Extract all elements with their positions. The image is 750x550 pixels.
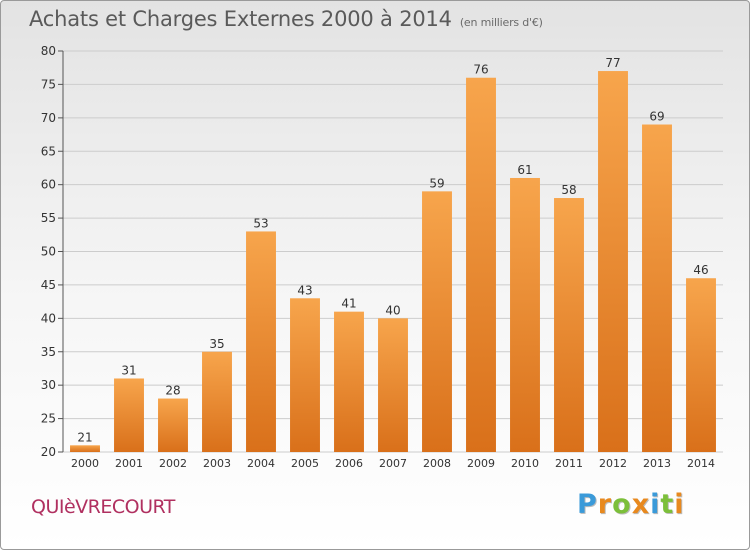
y-tick-label: 75: [41, 77, 56, 91]
bar-2002: [158, 398, 188, 452]
bar-2011: [554, 198, 584, 452]
logo-letter: t: [660, 489, 675, 520]
data-label-2014: 46: [693, 263, 708, 277]
logo-letter: i: [674, 489, 685, 520]
bar-2012: [598, 71, 628, 453]
data-label-2003: 35: [209, 337, 224, 351]
y-tick-label: 55: [41, 211, 56, 225]
data-label-2011: 58: [561, 183, 576, 197]
bar-2007: [378, 318, 408, 452]
bar-2003: [202, 351, 232, 452]
bar-2005: [290, 298, 320, 452]
x-tick-label-2000: 2000: [71, 457, 99, 470]
bar-2001: [114, 378, 144, 452]
y-tick-label: 60: [41, 178, 56, 192]
bar-2009: [466, 77, 496, 452]
data-label-2000: 21: [77, 430, 92, 444]
commune-name: QUIèVRECOURT: [31, 496, 175, 518]
x-tick-label-2012: 2012: [599, 457, 627, 470]
x-tick-label-2011: 2011: [555, 457, 583, 470]
x-tick-label-2013: 2013: [643, 457, 671, 470]
x-tick-label-2006: 2006: [335, 457, 363, 470]
bar-2008: [422, 191, 452, 452]
data-label-2002: 28: [165, 384, 180, 398]
chart-title-text: Achats et Charges Externes 2000 à 2014: [29, 7, 452, 31]
logo-letter: x: [631, 489, 651, 520]
data-label-2013: 69: [649, 110, 664, 124]
y-tick-label: 35: [41, 345, 56, 359]
y-tick-label: 20: [41, 445, 56, 459]
data-label-2004: 53: [253, 216, 268, 230]
x-tick-label-2004: 2004: [247, 457, 275, 470]
data-label-2012: 77: [605, 56, 620, 70]
data-label-2001: 31: [121, 363, 136, 377]
data-label-2005: 43: [297, 283, 312, 297]
logo-letter: o: [612, 489, 632, 520]
x-tick-label-2007: 2007: [379, 457, 407, 470]
chart-unit-note: (en milliers d'€): [459, 16, 543, 29]
bar-2004: [246, 231, 276, 452]
x-tick-label-2009: 2009: [467, 457, 495, 470]
proxiti-logo: Proxiti: [577, 489, 685, 520]
data-label-2010: 61: [517, 163, 532, 177]
x-tick-label-2002: 2002: [159, 457, 187, 470]
x-tick-label-2010: 2010: [511, 457, 539, 470]
logo-letter: i: [650, 489, 661, 520]
y-tick-label: 50: [41, 245, 56, 259]
data-label-2009: 76: [473, 63, 488, 77]
x-tick-label-2003: 2003: [203, 457, 231, 470]
data-label-2006: 41: [341, 297, 356, 311]
x-tick-label-2008: 2008: [423, 457, 451, 470]
labels: 20 25 30 35 40 45 50 55 60 65 70 75 80 21 2000 31 2001 28…: [41, 44, 715, 470]
y-tick-label: 45: [41, 278, 56, 292]
logo-letter: r: [597, 489, 613, 520]
y-tick-label: 70: [41, 111, 56, 125]
y-tick-label: 40: [41, 311, 56, 325]
bar-2013: [642, 124, 672, 453]
y-tick-label: 30: [41, 378, 56, 392]
bar-2014: [686, 278, 716, 452]
y-tick-label: 80: [41, 44, 56, 58]
y-tick-label: 25: [41, 412, 56, 426]
x-tick-label-2001: 2001: [115, 457, 143, 470]
bars: [70, 71, 716, 453]
data-label-2007: 40: [385, 303, 400, 317]
y-tick-label: 65: [41, 144, 56, 158]
data-label-2008: 59: [429, 176, 444, 190]
x-tick-label-2014: 2014: [687, 457, 715, 470]
chart-title: Achats et Charges Externes 2000 à 2014 (e…: [29, 7, 543, 31]
logo-letter: P: [577, 489, 598, 520]
bar-2006: [334, 311, 364, 452]
bar-2010: [510, 177, 540, 452]
x-tick-label-2005: 2005: [291, 457, 319, 470]
bar-2000: [70, 445, 100, 452]
